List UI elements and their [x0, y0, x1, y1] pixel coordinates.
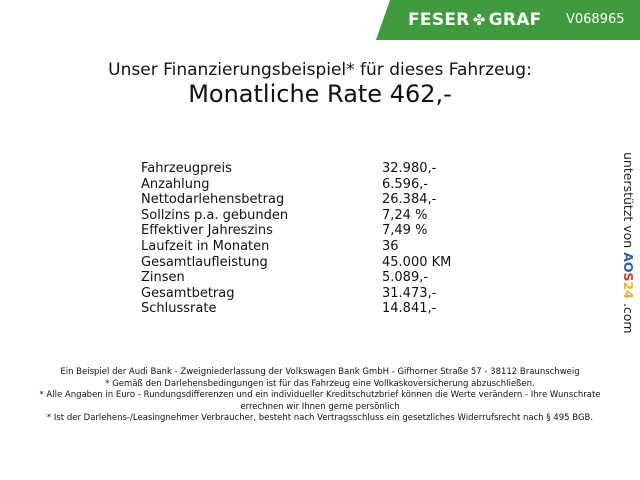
- row-label: Fahrzeugpreis: [141, 161, 232, 176]
- footer-line: * Ist der Darlehens-/Leasingnehmer Verbr…: [46, 413, 594, 423]
- supported-by: unterstützt von AOS24 .com: [621, 152, 636, 334]
- row-label: Gesamtbetrag: [141, 285, 235, 301]
- vehicle-id: V068965: [566, 12, 625, 27]
- footer-line: * Gemäß den Darlehensbedingungen ist für…: [105, 378, 535, 389]
- brand-right: GRAF: [488, 10, 542, 30]
- row-value: 31.473,-: [382, 285, 437, 301]
- row-value: 14.841,-: [382, 301, 437, 317]
- table-row: Nettodarlehensbetrag 26.384,-: [141, 192, 451, 208]
- finance-table: Fahrzeugpreis 32.980,- Anzahlung 6.596,- N…: [141, 161, 451, 317]
- supported-by-text: unterstützt von: [621, 152, 636, 249]
- table-row: Fahrzeugpreis 32.980,-: [141, 161, 451, 177]
- logo-24: 24: [621, 281, 636, 299]
- row-value: 7,24 %: [382, 207, 428, 223]
- brand-left: FESER: [408, 10, 470, 30]
- logo-o: O: [621, 261, 636, 273]
- row-label: Gesamtlaufleistung: [141, 254, 268, 270]
- row-label: Nettodarlehensbetrag: [141, 192, 285, 208]
- table-row: Zinsen 5.089,-: [141, 270, 451, 286]
- aos24-logo: AOS24: [621, 252, 636, 299]
- row-value: 32.980,-: [382, 161, 437, 176]
- row-value: 5.089,-: [382, 270, 429, 286]
- row-value: 26.384,-: [382, 192, 437, 208]
- row-value: 45.000 KM: [382, 254, 452, 270]
- table-row: Effektiver Jahreszins 7,49 %: [141, 223, 451, 239]
- table-row: Schlussrate 14.841,-: [141, 301, 451, 317]
- table-row: Laufzeit in Monaten 36: [141, 239, 451, 255]
- monthly-rate: Monatliche Rate 462,-: [188, 80, 452, 108]
- footer-line: Ein Beispiel der Audi Bank - Zweignieder…: [60, 367, 580, 377]
- row-label: Zinsen: [141, 270, 185, 286]
- row-value: 7,49 %: [382, 223, 428, 239]
- brand-banner: FESER ✤ GRAF V068965: [376, 0, 640, 40]
- table-row: Sollzins p.a. gebunden 7,24 %: [141, 208, 451, 224]
- table-row: Anzahlung 6.596,-: [141, 177, 451, 193]
- row-value: 6.596,-: [382, 176, 429, 192]
- logo-s: S: [621, 272, 636, 282]
- row-label: Laufzeit in Monaten: [141, 238, 270, 254]
- footer-line: * Alle Angaben in Euro - Rundungsdiffere…: [39, 390, 601, 412]
- row-value: 36: [382, 238, 399, 254]
- row-label: Sollzins p.a. gebunden: [141, 207, 289, 223]
- logo-a: A: [621, 252, 636, 262]
- brand-logo: FESER ✤ GRAF: [408, 10, 542, 30]
- row-label: Effektiver Jahreszins: [141, 223, 273, 239]
- table-row: Gesamtbetrag 31.473,-: [141, 286, 451, 302]
- table-row: Gesamtlaufleistung 45.000 KM: [141, 255, 451, 271]
- logo-suffix: .com: [621, 302, 636, 334]
- footer-disclaimer: Ein Beispiel der Audi Bank - Zweignieder…: [20, 367, 620, 425]
- clover-icon: ✤: [472, 11, 486, 29]
- row-label: Anzahlung: [141, 176, 210, 192]
- row-label: Schlussrate: [141, 301, 217, 317]
- page-title: Unser Finanzierungsbeispiel* für dieses …: [108, 60, 532, 80]
